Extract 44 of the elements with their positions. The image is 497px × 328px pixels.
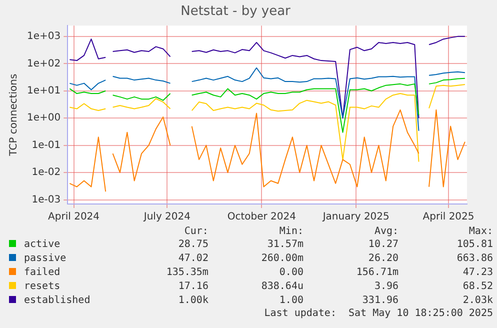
text: 838.64u (260, 280, 304, 294)
legend-label: resets (24, 281, 60, 292)
text: 135.35m (165, 266, 210, 280)
x-tick-label: April 2024 (48, 212, 100, 223)
text: 31.57m (266, 238, 304, 252)
text: 28.75 (177, 238, 210, 252)
text: 663.86 (456, 252, 494, 266)
x-tick-label: July 2024 (142, 212, 191, 223)
text: 10.27 (367, 238, 400, 252)
text: 260.00m (260, 252, 304, 266)
text: Max: (468, 226, 494, 238)
legend-label: failed (24, 267, 60, 278)
text: 156.71m (355, 266, 400, 280)
legend-label: passive (24, 253, 66, 264)
y-tick-label: 1e+02 (26, 58, 61, 70)
y-tick-label: 1e-02 (32, 167, 61, 178)
text: 2.03k (462, 294, 494, 308)
text: 26.20 (367, 252, 400, 266)
text: 105.81 (456, 238, 494, 252)
text: 1.00k (177, 294, 210, 308)
legend-label: active (24, 239, 60, 250)
text: Avg: (373, 226, 400, 238)
x-tick-label: January 2025 (322, 212, 390, 223)
text: Min: (278, 226, 304, 238)
y-tick-label: 1e+03 (26, 31, 61, 42)
y-tick-label: 1e+00 (26, 112, 61, 124)
chart-title: Netstat - by year (180, 4, 292, 20)
text: 0.00 (278, 266, 304, 280)
text: 331.96 (361, 294, 400, 308)
y-tick-label: 1e-03 (32, 194, 61, 206)
y-tick-label: 1e-01 (32, 140, 61, 151)
y-axis-title: TCP connections (8, 74, 20, 157)
text: Cur: (183, 226, 210, 238)
text: 47.02 (177, 252, 210, 266)
text: 68.52 (462, 280, 494, 294)
text: 17.16 (177, 280, 210, 294)
text: Last update: Sat May 10 18:25:00 2025 (263, 308, 494, 320)
y-tick-label: 1e+01 (26, 85, 61, 96)
legend-label: established (24, 295, 90, 306)
text: 1.00 (278, 294, 304, 308)
x-tick-label: October 2024 (227, 212, 296, 223)
text: 47.23 (462, 266, 494, 280)
x-tick-label: April 2025 (422, 212, 474, 223)
text: 3.96 (373, 280, 400, 294)
